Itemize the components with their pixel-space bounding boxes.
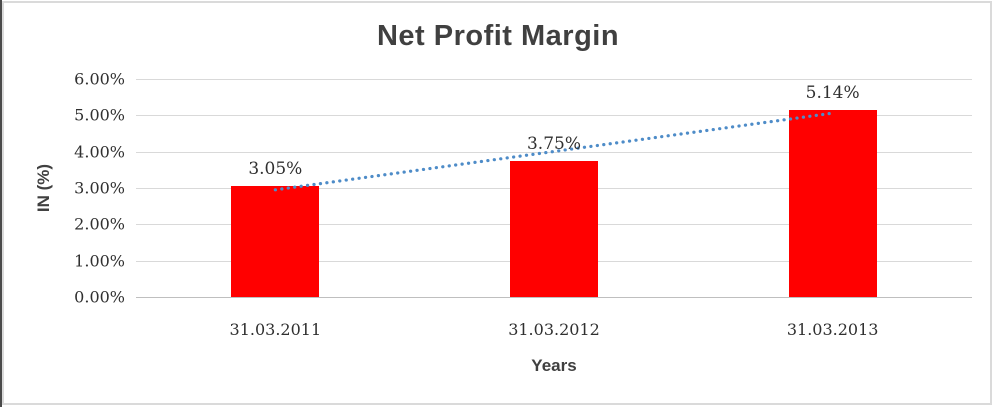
- gridline: [136, 115, 972, 117]
- y-tick-label: 3.00%: [74, 178, 125, 198]
- x-tick-label: 31.03.2011: [229, 320, 322, 339]
- y-tick-label: 6.00%: [74, 69, 125, 89]
- data-label: 3.75%: [526, 133, 581, 154]
- y-tick-label: 4.00%: [74, 142, 125, 162]
- plot-area: [136, 79, 972, 298]
- x-axis-line: [136, 297, 972, 298]
- chart-title: Net Profit Margin: [376, 20, 620, 52]
- y-tick-label: 0.00%: [74, 287, 125, 307]
- y-tick-label: 5.00%: [74, 105, 125, 125]
- trendline: [273, 111, 835, 192]
- bar: [231, 186, 320, 297]
- bar: [788, 110, 877, 297]
- y-tick-label: 2.00%: [74, 214, 125, 234]
- x-axis-title: Years: [531, 356, 577, 375]
- bar: [510, 160, 598, 297]
- x-tick-label: 31.03.2013: [786, 320, 879, 339]
- y-tick-label: 1.00%: [74, 251, 125, 271]
- gridline: [136, 79, 972, 80]
- x-tick-label: 31.03.2012: [508, 320, 600, 339]
- gridline: [136, 151, 972, 153]
- data-label: 3.05%: [248, 159, 303, 180]
- data-label: 5.14%: [805, 83, 860, 104]
